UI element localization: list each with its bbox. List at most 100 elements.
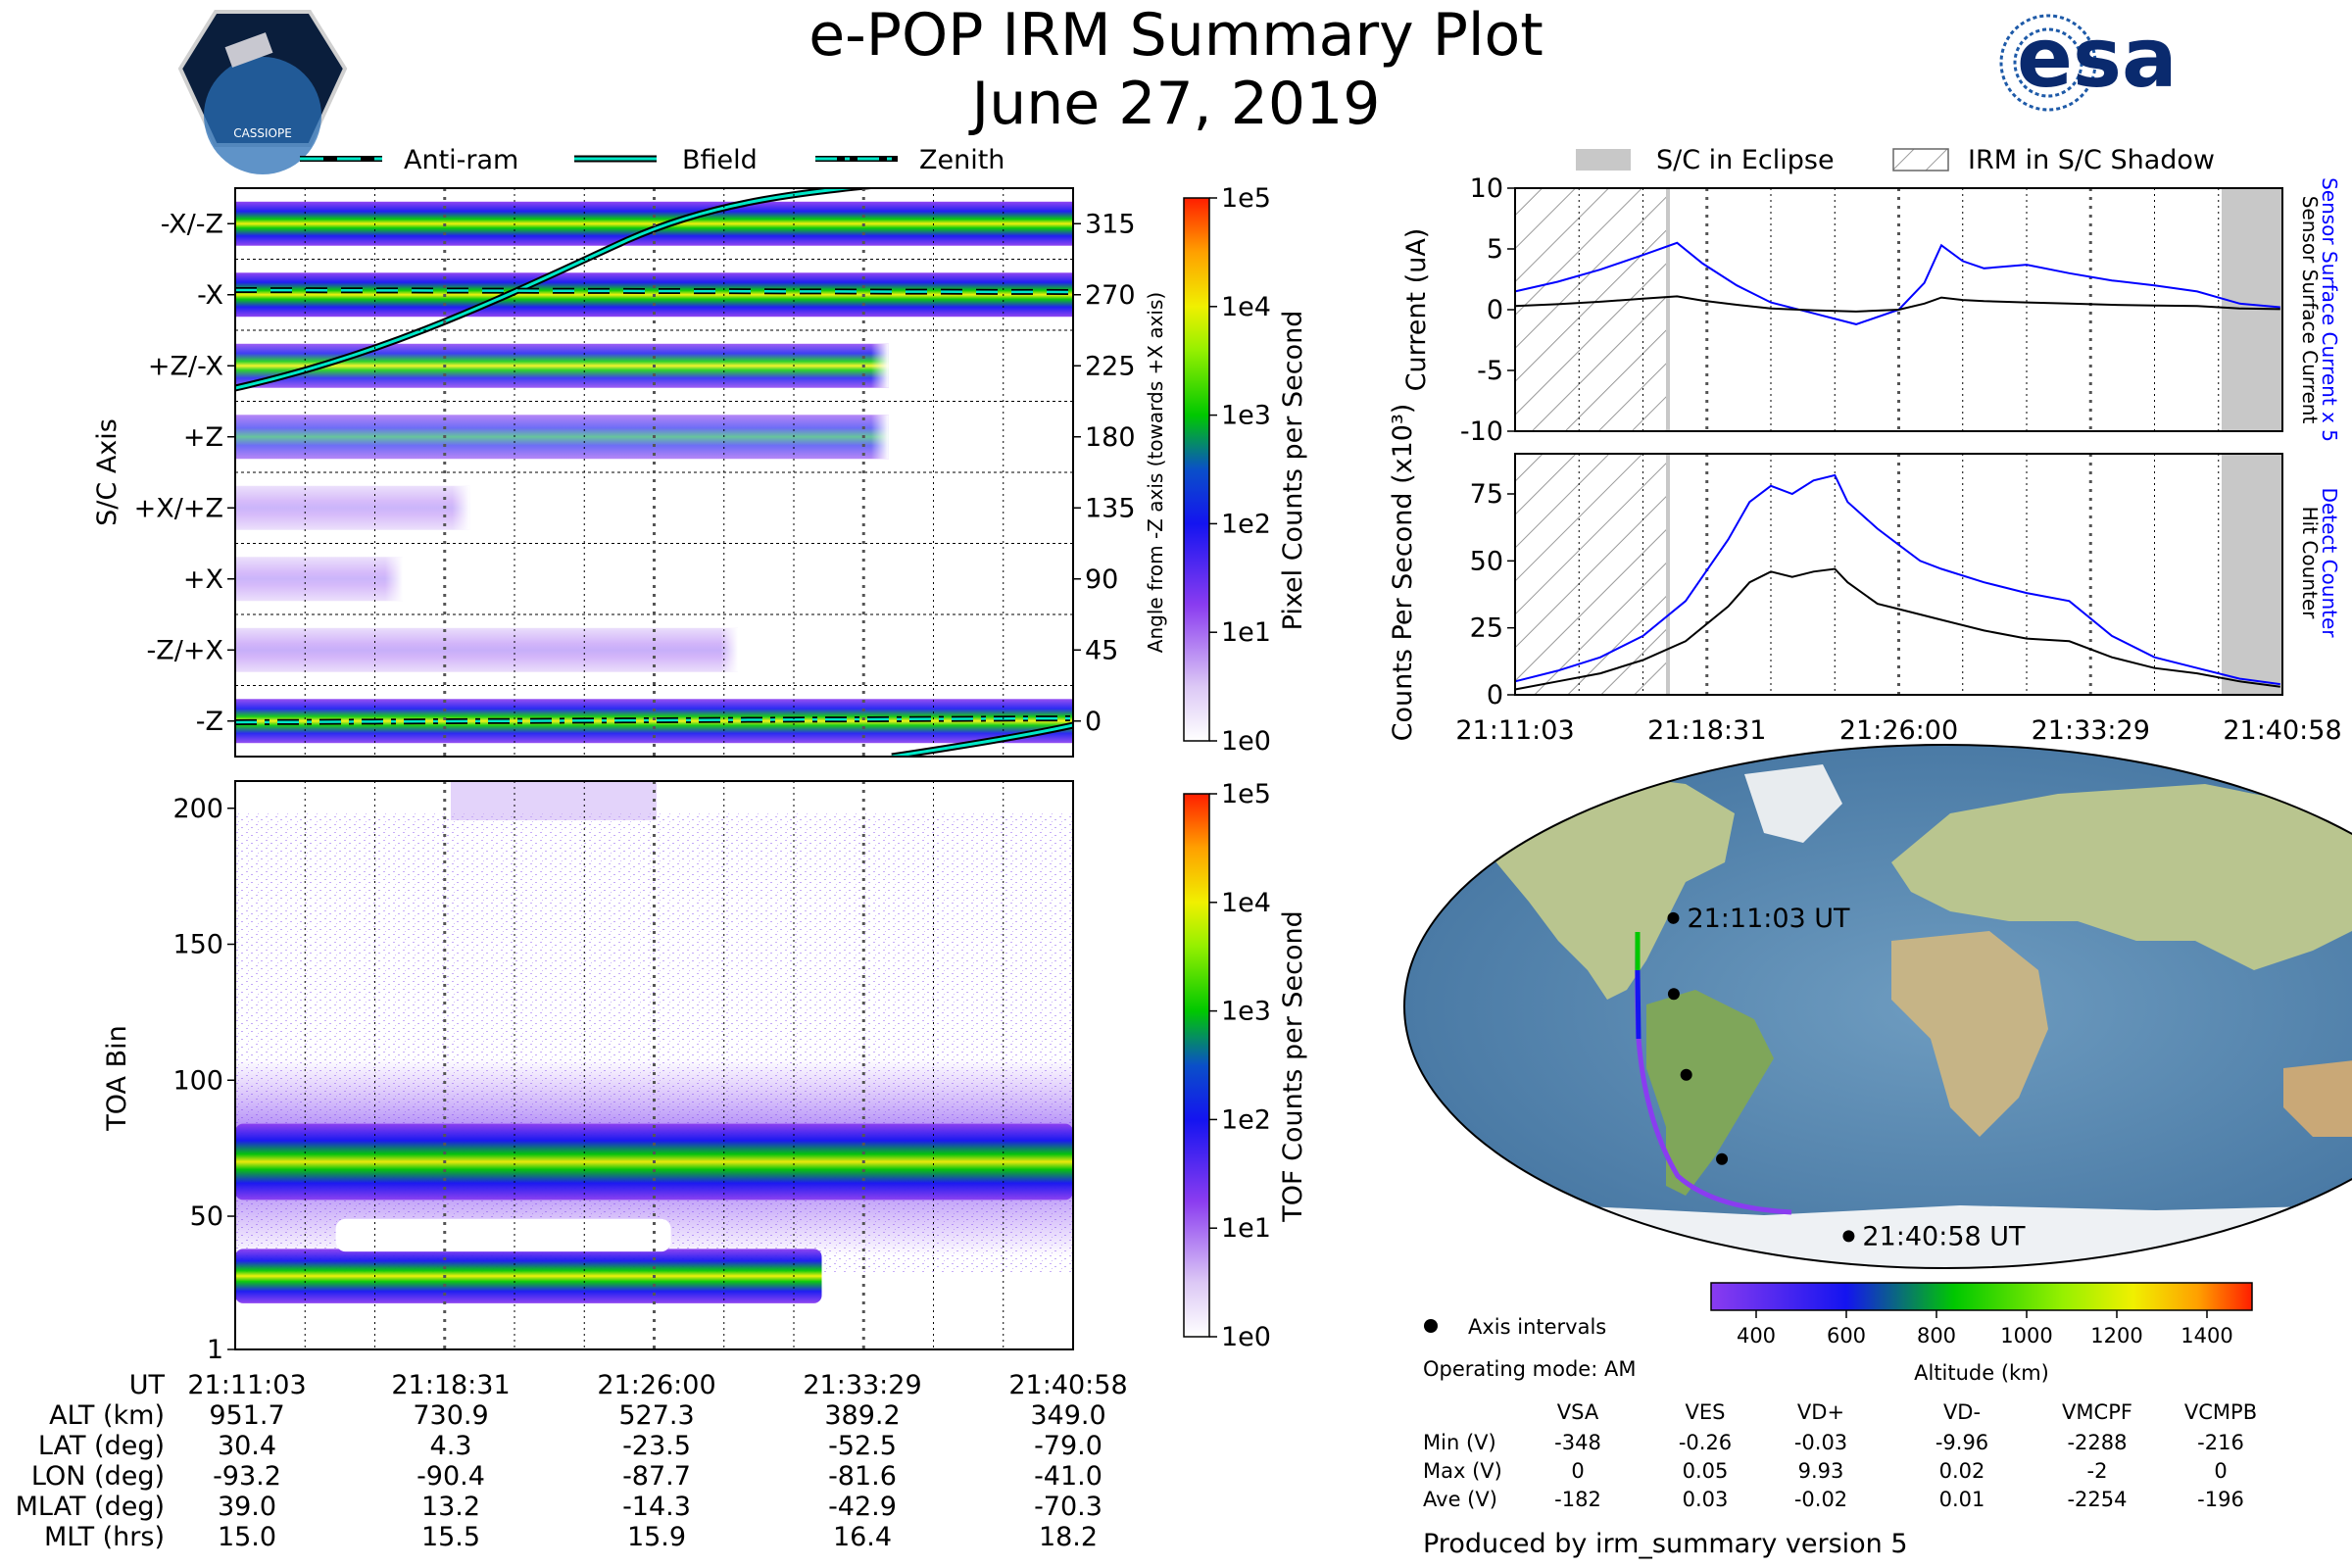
cassiope-logo: CASSIOPE (177, 10, 348, 174)
altitude-colorbar-tick-label: 600 (1827, 1324, 1866, 1348)
legend-top-left: Anti-ram Bfield Zenith (300, 145, 1004, 175)
line-plot-y-tick-label: 0 (1487, 295, 1503, 325)
toa-colorbar-tick-label: 1e0 (1221, 1322, 1271, 1352)
legend-label-zenith: Zenith (919, 145, 1004, 175)
series-line (1514, 473, 2280, 686)
orbit-cell: 730.9 (413, 1400, 488, 1431)
pixel-band-fade (411, 485, 470, 530)
current-eclipse-start (1666, 188, 1670, 431)
toa-colorbar-tick-label: 1e1 (1221, 1213, 1271, 1244)
altitude-colorbar-bar (1710, 1282, 2253, 1311)
line-plot-y-tick-label: -10 (1460, 416, 1503, 447)
counts-y2label-blue: Detect Counter (2318, 488, 2341, 639)
voltage-cell: -2 (2087, 1459, 2108, 1483)
altitude-colorbar-tick-label: 400 (1737, 1324, 1776, 1348)
land-africa (1891, 931, 2048, 1137)
esa-logo: esa (1999, 10, 2178, 112)
toa-colorbar-tick-label: 1e3 (1221, 997, 1271, 1027)
legend-swatch-eclipse (1576, 149, 1631, 171)
pixel-band (235, 627, 738, 672)
voltage-header: VES (1686, 1400, 1726, 1424)
voltage-cell: 0.01 (1939, 1488, 1985, 1511)
pixel-colorbar-tick-label: 1e0 (1221, 726, 1271, 757)
orbit-cell: 21:33:29 (803, 1370, 921, 1400)
pixel-band (235, 343, 889, 388)
legend-entry-anti-ram: Anti-ram (300, 145, 518, 175)
axis-interval-marker (1424, 1319, 1438, 1333)
counts-y2label-black: Hit Counter (2298, 507, 2322, 619)
pixel-band-fade (829, 415, 889, 460)
pixel-band-fade (679, 627, 738, 672)
toa-y-tick-label: 50 (190, 1201, 223, 1232)
orbit-cell: 951.7 (209, 1400, 284, 1431)
orbit-row-label: LAT (deg) (38, 1431, 165, 1461)
toa-colorbar-tick-label: 1e4 (1221, 888, 1271, 918)
toa-colorbar-bar (1183, 793, 1210, 1338)
orbit-cell: -81.6 (828, 1461, 897, 1492)
pixel-y2-tick-label: 270 (1085, 280, 1136, 311)
orbit-cell: 18.2 (1039, 1522, 1098, 1552)
legend-label-anti-ram: Anti-ram (404, 145, 518, 175)
toa-ylabel: TOA Bin (102, 1025, 132, 1131)
pixel-ylabel: S/C Axis (92, 418, 122, 526)
altitude-colorbar-tick-label: 800 (1917, 1324, 1956, 1348)
orbit-cell: 30.4 (218, 1431, 276, 1461)
legend-entry-zenith: Zenith (815, 145, 1004, 175)
orbit-cell: 4.3 (430, 1431, 472, 1461)
counts-plot: 75 50 25 0 Counts Per Second (x10³) Detect … (1388, 404, 2342, 746)
toa-gap (335, 1218, 671, 1252)
orbit-cell: 21:26:00 (597, 1370, 715, 1400)
voltage-header: VSA (1557, 1400, 1599, 1424)
voltage-cell: -2288 (2067, 1431, 2127, 1454)
altitude-colorbar-tick-label: 1400 (2180, 1324, 2232, 1348)
track-point (1667, 911, 1680, 924)
current-ylabel: Current (uA) (1401, 228, 1432, 392)
pixel-y2-tick-label: 45 (1085, 635, 1118, 665)
land-greenland (1744, 764, 1842, 843)
toa-y-tick-label: 100 (172, 1065, 223, 1096)
pixel-grid (235, 188, 1073, 757)
orbit-cell: -87.7 (622, 1461, 691, 1492)
voltage-table: VSA VES VD+ VD- VMCPF VCMPB Min (V) -348 -0.26 -0… (1423, 1400, 2257, 1511)
voltage-cell: -0.26 (1679, 1431, 1732, 1454)
legend-label-bfield: Bfield (682, 145, 758, 175)
altitude-colorbar-label: Altitude (km) (1914, 1361, 2049, 1385)
altitude-colorbar-tick-label: 1000 (2000, 1324, 2052, 1348)
voltage-cell: -216 (2197, 1431, 2244, 1454)
orbit-table: UT 21:11:03 21:18:31 21:26:00 21:33:29 21:40:… (16, 1370, 1128, 1552)
esa-logo-text: esa (2017, 10, 2178, 106)
orbit-cell: -52.5 (828, 1431, 897, 1461)
line-plot-y-tick-label: 0 (1487, 680, 1503, 710)
toa-y-tick-label: 200 (172, 794, 223, 824)
pixel-spectrogram: -X/-Z -X +Z/-X +Z +X/+Z +X -Z/+X -Z 315 270 225 18… (92, 187, 1167, 758)
pixel-y2-tick-label: 180 (1085, 422, 1136, 453)
legend-entry-bfield: Bfield (574, 145, 758, 175)
voltage-cell: -0.03 (1794, 1431, 1847, 1454)
voltage-cell: -196 (2197, 1488, 2244, 1511)
pixel-y2-tick-label: 0 (1085, 707, 1102, 737)
track-point (1842, 1230, 1855, 1243)
counts-eclipse-start (1666, 454, 1670, 695)
pixel-y2-tick-label: 90 (1085, 564, 1118, 595)
time-tick-label: 21:40:58 (2223, 715, 2341, 746)
counts-frame (1514, 453, 2283, 696)
toa-frame (234, 780, 1074, 1350)
series-line (1514, 241, 2280, 325)
page-title: e-POP IRM Summary Plot (808, 1, 1544, 70)
toa-colorbar: 1e5 1e4 1e3 1e2 1e1 1e0 TOF Counts per Second (1183, 779, 1308, 1352)
voltage-row-label: Max (V) (1423, 1459, 1502, 1483)
orbit-cell: -70.3 (1034, 1492, 1102, 1522)
voltage-cell: 0.05 (1683, 1459, 1729, 1483)
bfield-line-upper-teal (235, 188, 861, 390)
voltage-row-label: Min (V) (1423, 1431, 1496, 1454)
time-tick-label: 21:18:31 (1647, 715, 1766, 746)
voltage-header: VD- (1943, 1400, 1981, 1424)
pixel-y2-ticks: 315 270 225 180 135 90 45 0 (1073, 209, 1136, 737)
series-line (1514, 567, 2280, 691)
pixel-colorbar-tick-label: 1e2 (1221, 509, 1271, 539)
counts-ylabel: Counts Per Second (x10³) (1388, 404, 1418, 742)
orbit-cell: 13.2 (421, 1492, 480, 1522)
pixel-y-tick-label: +Z/-X (148, 351, 223, 381)
